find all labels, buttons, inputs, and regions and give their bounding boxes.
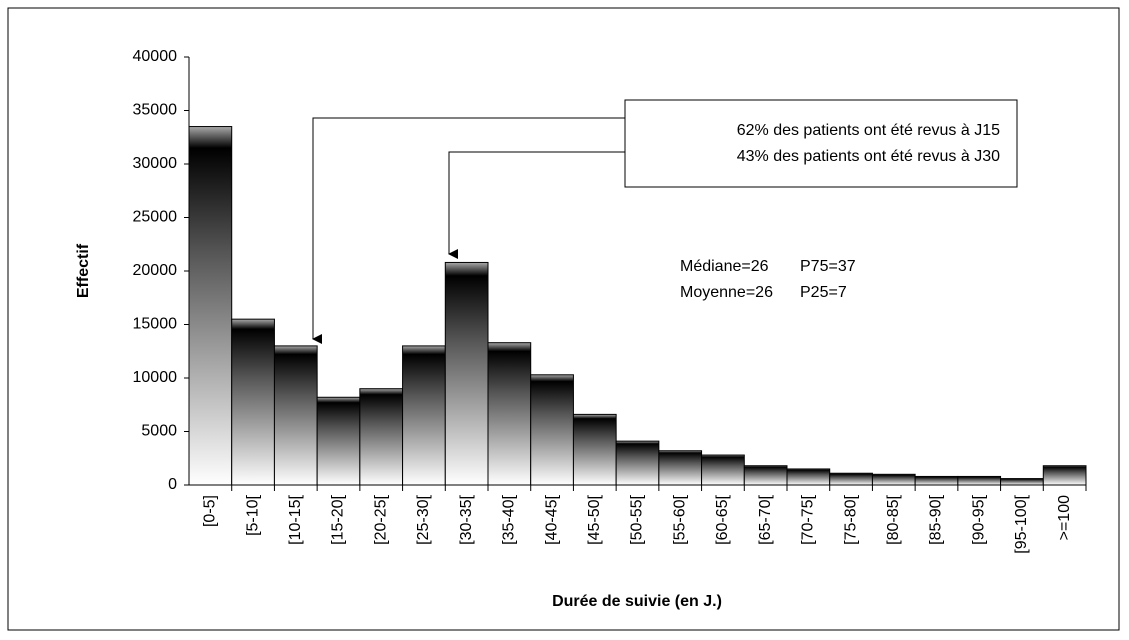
- bar: [743, 465, 788, 486]
- x-tick-label: [40-45[: [543, 494, 560, 544]
- bar: [359, 388, 404, 486]
- annotation: Moyenne=26: [680, 284, 773, 301]
- bar: [231, 318, 275, 486]
- y-tick-label: 20000: [133, 262, 178, 279]
- annotation: 43% des patients ont été revus à J30: [737, 148, 1000, 165]
- x-tick-label: [90-95[: [970, 494, 987, 544]
- bar: [701, 454, 745, 486]
- annotation: 62% des patients ont été revus à J15: [737, 122, 1000, 139]
- bar: [188, 126, 233, 486]
- x-tick-label: [20-25[: [372, 494, 389, 544]
- x-tick-label: [35-40[: [501, 494, 518, 544]
- frame: [7, 7, 1120, 631]
- x-tick-label: [60-65[: [714, 494, 731, 544]
- annotation: P75=37: [800, 258, 856, 275]
- x-tick-label: [45-50[: [586, 494, 603, 544]
- bar: [402, 345, 446, 486]
- arrow: [448, 151, 625, 259]
- bar: [658, 450, 703, 486]
- bar: [487, 342, 532, 486]
- bar: [1042, 465, 1087, 486]
- x-tick-label: [95-100[: [1013, 494, 1030, 553]
- bar: [615, 440, 660, 486]
- bar: [444, 261, 489, 486]
- bar: [530, 374, 574, 486]
- x-tick-label: [70-75[: [800, 494, 817, 544]
- y-tick-label: 10000: [133, 369, 178, 386]
- x-tick-label: [80-85[: [885, 494, 902, 544]
- bar: [273, 345, 318, 486]
- y-tick-label: 35000: [133, 102, 178, 119]
- bar: [829, 472, 873, 486]
- arrow: [312, 117, 625, 344]
- y-tick-label: 0: [168, 476, 177, 493]
- y-tick-label: 15000: [133, 316, 178, 333]
- bar: [786, 468, 831, 486]
- x-tick-label: [65-70[: [757, 494, 774, 544]
- x-tick-label: [15-20[: [330, 494, 347, 544]
- x-tick-label: [55-60[: [671, 494, 688, 544]
- x-tick-label: [75-80[: [842, 494, 859, 544]
- x-tick-label: [50-55[: [629, 494, 646, 544]
- annotation-box: [624, 99, 1018, 188]
- bar: [572, 413, 617, 486]
- x-tick-label: >=100: [1056, 495, 1073, 540]
- y-axis-title: Effectif: [75, 243, 92, 298]
- x-axis-title: Durée de suivie (en J.): [552, 593, 722, 610]
- x-tick-label: [25-30[: [415, 494, 432, 544]
- bar: [914, 475, 959, 486]
- x-tick-label: [85-90[: [928, 494, 945, 544]
- x-tick-label: [10-15[: [287, 494, 304, 544]
- bar: [871, 473, 916, 486]
- bar: [957, 475, 1002, 486]
- bar: [316, 396, 361, 486]
- y-tick-label: 40000: [133, 48, 178, 65]
- x-tick-label: [30-35[: [458, 494, 475, 544]
- y-tick-label: 30000: [133, 155, 178, 172]
- annotation: Médiane=26: [680, 258, 769, 275]
- x-tick-label: [5-10[: [244, 494, 261, 535]
- x-tick-label: [0-5]: [202, 495, 219, 527]
- annotation: P25=7: [800, 284, 847, 301]
- bar: [1000, 478, 1044, 486]
- y-tick-label: 25000: [133, 209, 178, 226]
- y-tick-label: 5000: [141, 423, 177, 440]
